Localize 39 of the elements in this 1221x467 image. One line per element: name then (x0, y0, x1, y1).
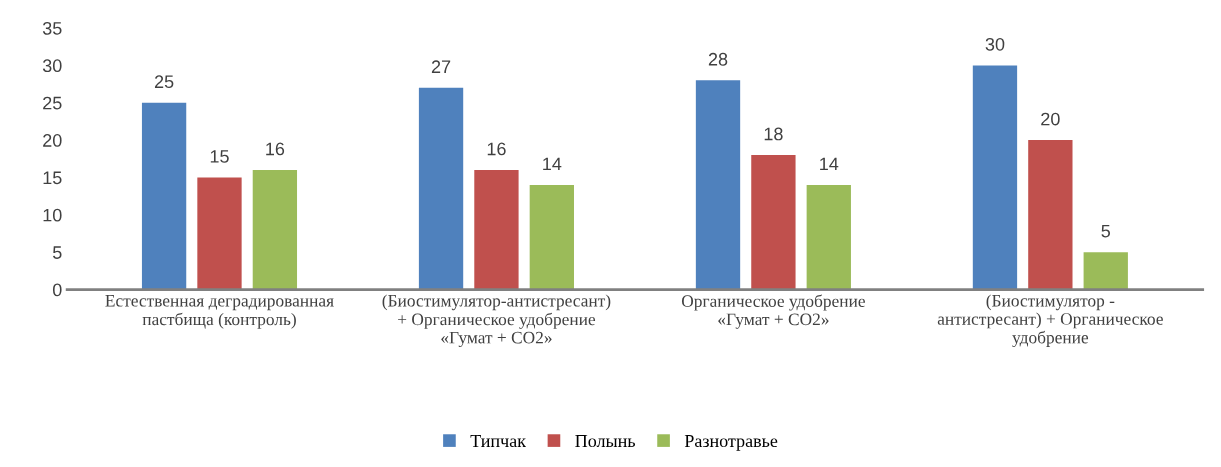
data-label: 20 (1041, 112, 1060, 126)
data-label: 14 (820, 157, 839, 171)
y-tick-label: 15 (43, 171, 62, 185)
x-tick-label: (Биостимулятор-антистресант) + Органическое удобрение «Гумат + СО2» (382, 294, 611, 348)
bar (252, 169, 298, 290)
y-tick-label: 20 (43, 134, 62, 147)
data-label: 27 (431, 60, 451, 73)
y-tick-label: 5 (52, 246, 62, 259)
bar (806, 184, 851, 290)
x-tick-label: (Биостимулятор - антистресант) + Органическое удобрение (937, 294, 1163, 348)
bar (1028, 140, 1073, 290)
bar (529, 184, 574, 290)
y-tick-label: 35 (42, 21, 62, 35)
x-tick-label: Естественная деградированная пастбища (контроль) (105, 295, 334, 329)
legend-label: Типчак (470, 435, 526, 448)
data-label: 5 (1101, 224, 1111, 238)
data-label: 16 (266, 142, 285, 156)
data-label: 16 (487, 142, 506, 156)
y-tick-label: 30 (42, 59, 62, 73)
bar (141, 102, 187, 290)
bar (751, 155, 796, 290)
bar (972, 65, 1018, 290)
x-tick-label: Органическое удобрение «Гумат + СО2» (681, 294, 865, 329)
data-label: 28 (708, 52, 728, 66)
bar (197, 177, 242, 290)
data-label: 15 (210, 150, 229, 163)
legend-label: Полынь (575, 435, 636, 448)
data-label: 14 (543, 157, 562, 171)
y-tick-label: 25 (43, 96, 62, 110)
data-label: 25 (154, 75, 174, 89)
y-tick-label: 10 (43, 208, 62, 222)
data-label: 18 (764, 127, 783, 141)
bar (695, 80, 741, 290)
bar (474, 169, 519, 290)
bar (1083, 252, 1128, 290)
y-tick-label: 0 (52, 283, 62, 297)
bar (418, 87, 464, 290)
legend-label: Разнотравье (684, 435, 778, 451)
data-label: 30 (985, 37, 1005, 51)
